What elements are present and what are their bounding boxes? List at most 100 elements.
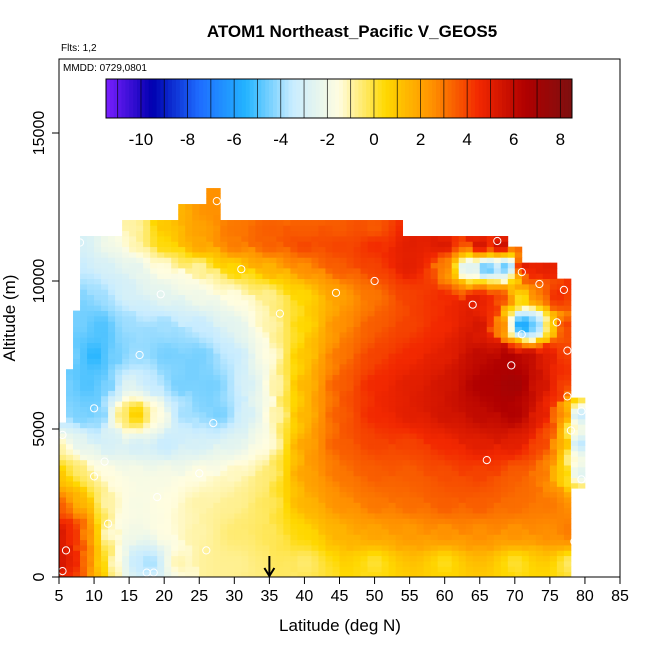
heatmap-cell bbox=[213, 513, 221, 519]
heatmap-cell bbox=[311, 225, 319, 232]
heatmap-cell bbox=[122, 534, 130, 541]
heatmap-cell bbox=[241, 385, 249, 391]
colorbar-swatch bbox=[490, 79, 495, 118]
heatmap-cell bbox=[486, 363, 495, 370]
heatmap-cell bbox=[255, 513, 263, 519]
heatmap-cell bbox=[213, 353, 221, 359]
heatmap-cell bbox=[276, 326, 284, 333]
heatmap-cell bbox=[528, 326, 537, 333]
heatmap-cell bbox=[171, 411, 179, 418]
heatmap-cell bbox=[122, 337, 130, 343]
heatmap-cell bbox=[164, 358, 172, 365]
heatmap-cell bbox=[458, 251, 467, 258]
heatmap-cell bbox=[192, 406, 200, 413]
heatmap-cell bbox=[409, 422, 418, 429]
heatmap-cell bbox=[220, 417, 228, 423]
heatmap-cell bbox=[59, 566, 67, 573]
heatmap-cell bbox=[248, 518, 256, 525]
heatmap-cell bbox=[444, 550, 453, 557]
heatmap-cell bbox=[388, 502, 396, 509]
heatmap-cell bbox=[185, 465, 193, 471]
heatmap-cell bbox=[325, 257, 333, 264]
heatmap-cell bbox=[269, 475, 277, 482]
heatmap-cell bbox=[535, 534, 544, 541]
heatmap-cell bbox=[157, 358, 165, 365]
heatmap-cell bbox=[59, 502, 67, 509]
heatmap-cell bbox=[283, 342, 291, 349]
heatmap-cell bbox=[500, 321, 509, 327]
heatmap-cell bbox=[101, 273, 109, 280]
heatmap-cell bbox=[234, 459, 242, 466]
heatmap-cell bbox=[367, 550, 375, 557]
heatmap-cell bbox=[451, 236, 460, 242]
heatmap-cell bbox=[255, 321, 263, 327]
heatmap-cell bbox=[507, 454, 516, 461]
heatmap-cell bbox=[444, 411, 453, 418]
heatmap-cell bbox=[283, 315, 291, 322]
heatmap-cell bbox=[493, 481, 502, 487]
heatmap-cell bbox=[500, 369, 509, 375]
heatmap-cell bbox=[269, 470, 277, 477]
heatmap-cell bbox=[325, 236, 333, 242]
heatmap-cell bbox=[437, 513, 446, 519]
heatmap-cell bbox=[507, 401, 516, 407]
heatmap-cell bbox=[213, 251, 221, 258]
heatmap-cell bbox=[192, 299, 200, 306]
heatmap-cell bbox=[66, 465, 74, 471]
heatmap-cell bbox=[500, 353, 509, 359]
heatmap-cell bbox=[206, 278, 214, 285]
heatmap-cell bbox=[150, 497, 158, 503]
heatmap-cell bbox=[402, 310, 411, 317]
heatmap-cell bbox=[500, 347, 509, 354]
heatmap-cell bbox=[360, 465, 368, 471]
heatmap-cell bbox=[115, 529, 123, 535]
heatmap-cell bbox=[283, 545, 291, 551]
heatmap-cell bbox=[479, 385, 488, 391]
heatmap-cell bbox=[87, 443, 95, 450]
heatmap-cell bbox=[388, 529, 396, 535]
heatmap-cell bbox=[178, 401, 186, 407]
heatmap-cell bbox=[255, 251, 263, 258]
heatmap-cell bbox=[248, 502, 256, 509]
heatmap-cell bbox=[157, 481, 165, 487]
heatmap-cell bbox=[171, 363, 179, 370]
heatmap-cell bbox=[178, 529, 186, 535]
heatmap-cell bbox=[234, 475, 242, 482]
heatmap-cell bbox=[381, 433, 389, 439]
heatmap-cell bbox=[500, 545, 509, 551]
heatmap-cell bbox=[255, 294, 263, 301]
heatmap-cell bbox=[108, 491, 116, 498]
heatmap-cell bbox=[248, 465, 256, 471]
heatmap-cell bbox=[332, 571, 340, 578]
heatmap-cell bbox=[129, 305, 137, 311]
heatmap-cell bbox=[178, 273, 186, 280]
heatmap-cell bbox=[486, 497, 495, 503]
heatmap-cell bbox=[290, 555, 298, 562]
heatmap-cell bbox=[346, 273, 354, 280]
heatmap-cell bbox=[164, 481, 172, 487]
heatmap-cell bbox=[521, 395, 530, 402]
heatmap-cell bbox=[367, 395, 375, 402]
heatmap-cell bbox=[297, 257, 305, 264]
colorbar-tick-label: -10 bbox=[129, 130, 154, 149]
heatmap-cell bbox=[493, 294, 502, 301]
heatmap-cell bbox=[465, 294, 474, 301]
heatmap-cell bbox=[213, 193, 221, 200]
heatmap-cell bbox=[325, 273, 333, 280]
heatmap-cell bbox=[423, 545, 432, 551]
colorbar-swatch bbox=[319, 79, 324, 118]
heatmap-cell bbox=[157, 427, 165, 434]
heatmap-cell bbox=[437, 342, 446, 349]
heatmap-cell bbox=[332, 358, 340, 365]
heatmap-cell bbox=[101, 326, 109, 333]
heatmap-cell bbox=[325, 443, 333, 450]
heatmap-cell bbox=[241, 566, 249, 573]
heatmap-cell bbox=[465, 326, 474, 333]
heatmap-cell bbox=[367, 454, 375, 461]
heatmap-cell bbox=[367, 358, 375, 365]
heatmap-cell bbox=[437, 449, 446, 455]
heatmap-cell bbox=[213, 358, 221, 365]
heatmap-cell bbox=[451, 561, 460, 567]
heatmap-cell bbox=[493, 427, 502, 434]
heatmap-cell bbox=[339, 427, 347, 434]
